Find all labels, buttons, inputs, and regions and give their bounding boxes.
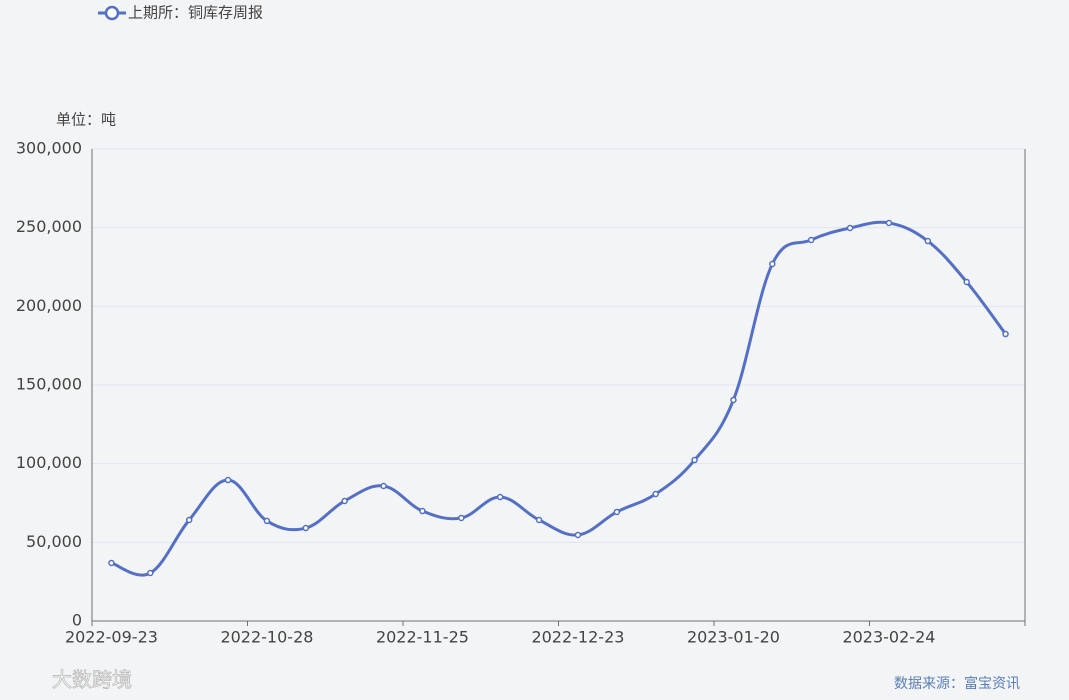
y-tick-label: 250,000 [16,217,82,236]
point [147,569,154,577]
y-tick-label: 50,000 [26,532,82,551]
y-tick-label: 300,000 [16,139,82,158]
point [419,507,426,515]
point [769,260,776,268]
point [613,508,621,516]
point [691,456,698,464]
point [496,493,504,501]
x-tick-label: 2022-12-23 [531,628,624,647]
point [924,237,932,245]
point [224,476,232,484]
point [730,396,737,404]
x-tick-label: 2022-11-25 [376,628,469,647]
watermark: 大数跨境 [52,668,132,692]
point [458,514,465,522]
y-tick-label: 0 [72,611,82,630]
point [1002,330,1009,338]
y-tick-label: 100,000 [16,453,82,472]
point [574,531,582,539]
point [885,219,893,227]
unit-label: 单位：吨 [56,111,116,129]
point [185,516,193,524]
point [263,517,271,525]
point [652,490,659,498]
point [535,516,543,524]
x-tick-label: 2023-01-20 [687,628,780,647]
legend-label: 上期所：铜库存周报 [128,4,263,22]
y-tick-label: 150,000 [16,375,82,394]
x-tick-label: 2022-09-23 [65,628,158,647]
point [807,236,815,244]
legend-marker [104,5,120,21]
point [963,278,970,286]
point [108,559,115,567]
point [380,482,387,490]
point [341,497,348,505]
point [846,224,854,232]
x-tick-label: 2023-02-24 [842,628,935,647]
y-tick-label: 200,000 [16,296,82,315]
source: 数据来源：富宝资讯 [894,675,1020,692]
series-line [110,220,1007,577]
point [302,524,310,532]
x-tick-label: 2022-10-28 [220,628,313,647]
